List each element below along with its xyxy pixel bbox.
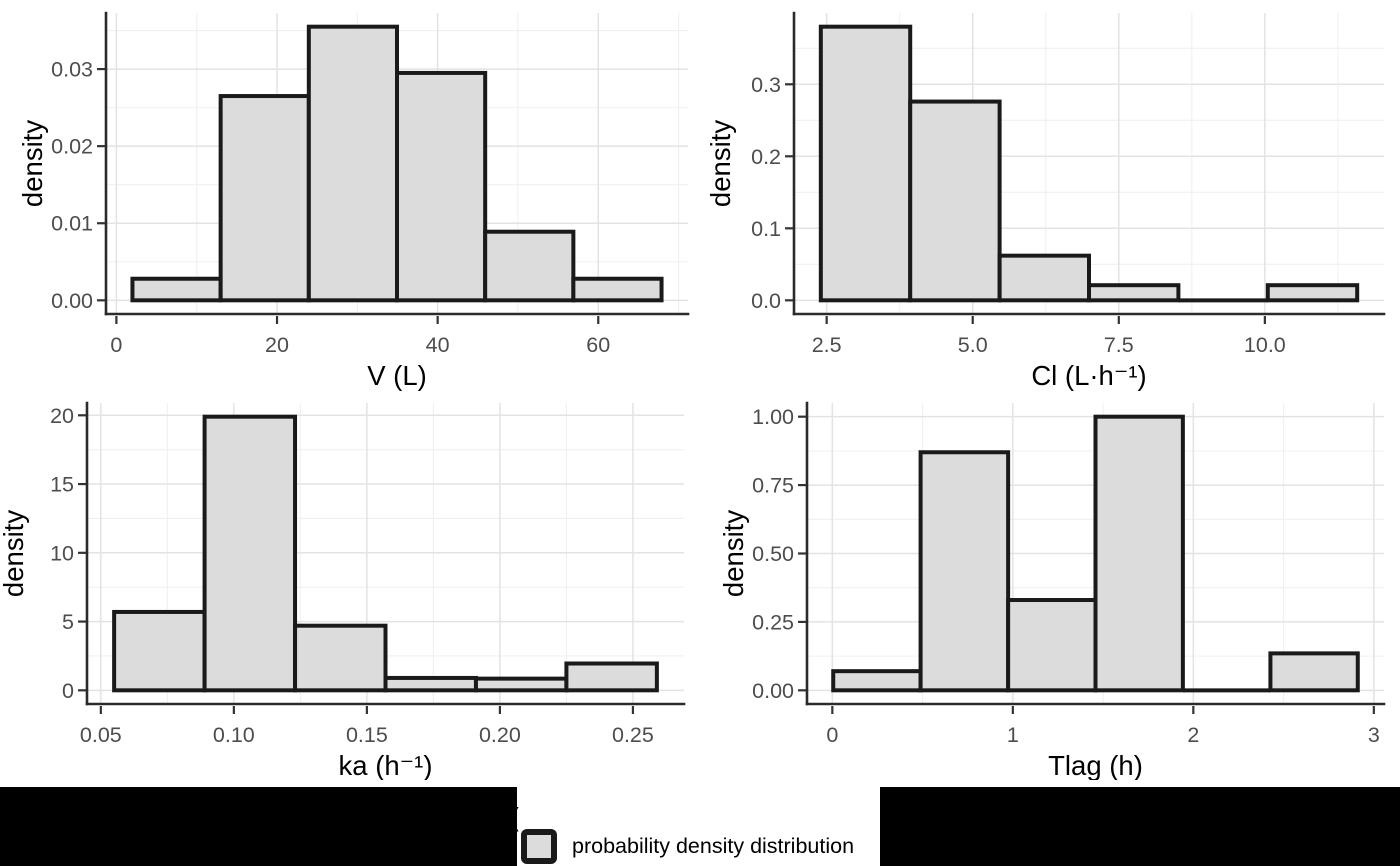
x-tick-label: 5.0 — [958, 333, 988, 357]
y-tick-label: 0.3 — [751, 73, 781, 97]
x-tick-label: 60 — [586, 333, 610, 357]
y-tick-label: 0.25 — [752, 610, 794, 634]
y-axis-title: density — [17, 120, 48, 207]
y-axis-title: density — [718, 510, 749, 597]
y-tick-label: 0.00 — [752, 679, 794, 703]
y-tick-label: 0.03 — [51, 58, 93, 82]
x-tick-label: 2.5 — [812, 333, 842, 357]
histogram-bar — [564, 661, 659, 693]
x-axis-title: Cl (L·h⁻¹) — [1031, 360, 1146, 391]
histogram-bar — [383, 675, 478, 693]
histogram-bar — [1006, 598, 1098, 693]
histogram-bar — [818, 24, 913, 303]
legend: ( probability density distribution — [0, 780, 1400, 866]
x-axis-title: Tlag (h) — [1048, 750, 1143, 781]
x-axis-title: V (L) — [367, 360, 427, 391]
x-tick-label: 0 — [826, 723, 838, 747]
histogram-bar — [483, 229, 576, 303]
legend-key-swatch — [521, 829, 557, 864]
histogram-bar — [218, 94, 311, 303]
x-tick-label: 7.5 — [1104, 333, 1134, 357]
histogram-bar — [306, 24, 399, 303]
y-tick-label: 20 — [50, 404, 74, 428]
y-tick-label: 10 — [50, 541, 74, 565]
y-tick-label: 0.02 — [51, 135, 93, 159]
y-tick-label: 1.00 — [752, 405, 794, 429]
x-tick-label: 3 — [1368, 723, 1380, 747]
histogram-bar — [473, 676, 569, 693]
histogram-bar — [202, 414, 298, 693]
y-tick-label: 0.75 — [752, 474, 794, 498]
y-tick-label: 0.1 — [751, 217, 781, 241]
y-tick-label: 0 — [62, 679, 74, 703]
y-axis-title: density — [0, 510, 29, 597]
y-tick-label: 5 — [62, 610, 74, 634]
histogram-bar — [1087, 283, 1181, 303]
y-tick-label: 0.50 — [752, 542, 794, 566]
x-tick-label: 0.10 — [213, 723, 255, 747]
histogram-bar — [130, 276, 223, 303]
x-tick-label: 2 — [1187, 723, 1199, 747]
x-axis-title: ka (h⁻¹) — [339, 750, 433, 781]
x-tick-label: 10.0 — [1244, 333, 1286, 357]
y-tick-label: 0.0 — [751, 289, 781, 313]
histogram-panel-ka: 0.05 0.10 0.15 0.20 0.25 0 5 10 15 20 ka (h⁻¹) dens… — [0, 401, 686, 781]
histogram-bar — [997, 253, 1091, 303]
histogram-panel-cl: 2.5 5.0 7.5 10.0 0.0 0.1 0.2 0.3 Cl (L·h⁻¹) densi… — [705, 11, 1386, 391]
x-tick-label: 0.15 — [346, 723, 388, 747]
y-tick-label: 0.2 — [751, 145, 781, 169]
histogram-bar — [571, 276, 664, 303]
histogram-bar — [1093, 414, 1185, 693]
histogram-bar — [918, 450, 1011, 693]
x-tick-label: 0.25 — [612, 723, 654, 747]
x-tick-label: 40 — [426, 333, 450, 357]
histogram-bar — [1265, 283, 1360, 303]
histogram-bar — [112, 609, 207, 693]
histogram-bar — [395, 70, 488, 303]
x-tick-label: 1 — [1007, 723, 1019, 747]
histogram-bar — [293, 623, 388, 693]
y-tick-label: 0.00 — [51, 289, 93, 313]
redaction-bar-right — [880, 787, 1400, 866]
histogram-panel-v: 0 20 40 60 0.00 0.01 0.02 0.03 V (L) density — [17, 11, 690, 391]
y-axis-title: density — [705, 120, 736, 207]
x-tick-label: 20 — [265, 333, 289, 357]
legend-label: probability density distribution — [572, 834, 855, 858]
histogram-panel-tlag: 0 1 2 3 0.00 0.25 0.50 0.75 1.00 Tlag (h) density — [718, 401, 1386, 781]
histogram-bar — [908, 99, 1002, 303]
histogram-bar — [1268, 651, 1360, 693]
y-tick-label: 0.01 — [51, 212, 93, 236]
x-tick-label: 0 — [110, 333, 122, 357]
y-tick-label: 15 — [50, 473, 74, 497]
x-tick-label: 0.20 — [479, 723, 521, 747]
histogram-bar — [831, 669, 923, 693]
x-tick-label: 0.05 — [80, 723, 122, 747]
redaction-bar-left — [0, 787, 517, 866]
